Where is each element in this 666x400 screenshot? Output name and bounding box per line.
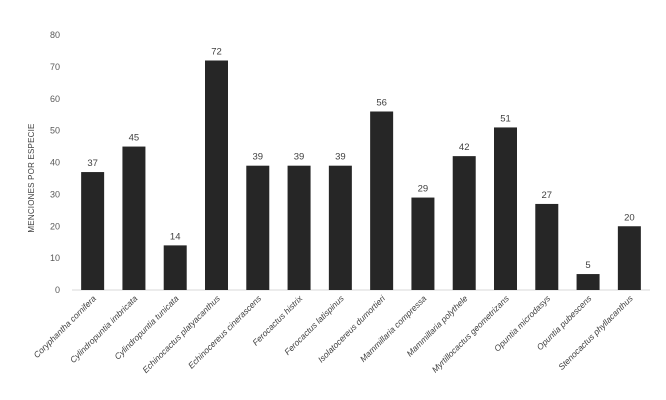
bar bbox=[411, 197, 435, 290]
bar bbox=[81, 172, 105, 290]
bar bbox=[452, 156, 476, 291]
y-tick-label: 70 bbox=[50, 62, 60, 72]
data-label: 51 bbox=[500, 113, 511, 124]
data-label: 39 bbox=[294, 152, 305, 163]
data-label: 45 bbox=[129, 133, 140, 144]
bar bbox=[535, 203, 559, 290]
x-tick-label: Echinocereus cinerascens bbox=[186, 293, 264, 371]
bar bbox=[617, 226, 641, 290]
bar bbox=[122, 146, 146, 290]
bar bbox=[205, 60, 228, 290]
bar bbox=[328, 165, 352, 290]
y-tick-label: 30 bbox=[50, 189, 60, 199]
data-label: 39 bbox=[253, 152, 264, 163]
x-tick-label: Isolatocereus dumortieri bbox=[316, 293, 388, 365]
y-tick-label: 50 bbox=[50, 126, 60, 136]
data-label: 42 bbox=[459, 142, 470, 153]
bar bbox=[163, 245, 187, 291]
bar bbox=[576, 274, 600, 290]
x-tick-label: Myrtillocactus geometrizans bbox=[430, 293, 512, 375]
y-tick-label: 60 bbox=[50, 94, 60, 104]
data-label: 39 bbox=[335, 152, 346, 163]
y-tick-label: 40 bbox=[50, 158, 60, 168]
data-label: 72 bbox=[211, 47, 222, 58]
bar-layer bbox=[81, 60, 641, 291]
y-tick-label: 10 bbox=[50, 253, 60, 263]
y-tick-label: 0 bbox=[55, 285, 60, 295]
bar bbox=[246, 165, 270, 290]
x-tick-label: Echinocactus platyacanthus bbox=[140, 293, 222, 375]
bar bbox=[370, 111, 394, 290]
x-tick-label: Cylindropuntia imbricata bbox=[68, 293, 140, 365]
data-label: 29 bbox=[418, 184, 429, 195]
data-label: 14 bbox=[170, 231, 181, 242]
data-label: 27 bbox=[542, 190, 553, 201]
y-tick-label: 20 bbox=[50, 221, 60, 231]
data-label: 20 bbox=[624, 212, 635, 223]
data-label: 5 bbox=[585, 260, 590, 271]
bar bbox=[287, 165, 311, 290]
x-tick-label: Stenocactus phyllacanthus bbox=[556, 293, 635, 372]
y-tick-label: 80 bbox=[50, 30, 60, 40]
data-label: 56 bbox=[376, 98, 387, 109]
y-axis-title: MENCIONES POR ESPECIE bbox=[27, 123, 36, 232]
data-label: 37 bbox=[87, 158, 98, 169]
bar bbox=[494, 127, 517, 290]
